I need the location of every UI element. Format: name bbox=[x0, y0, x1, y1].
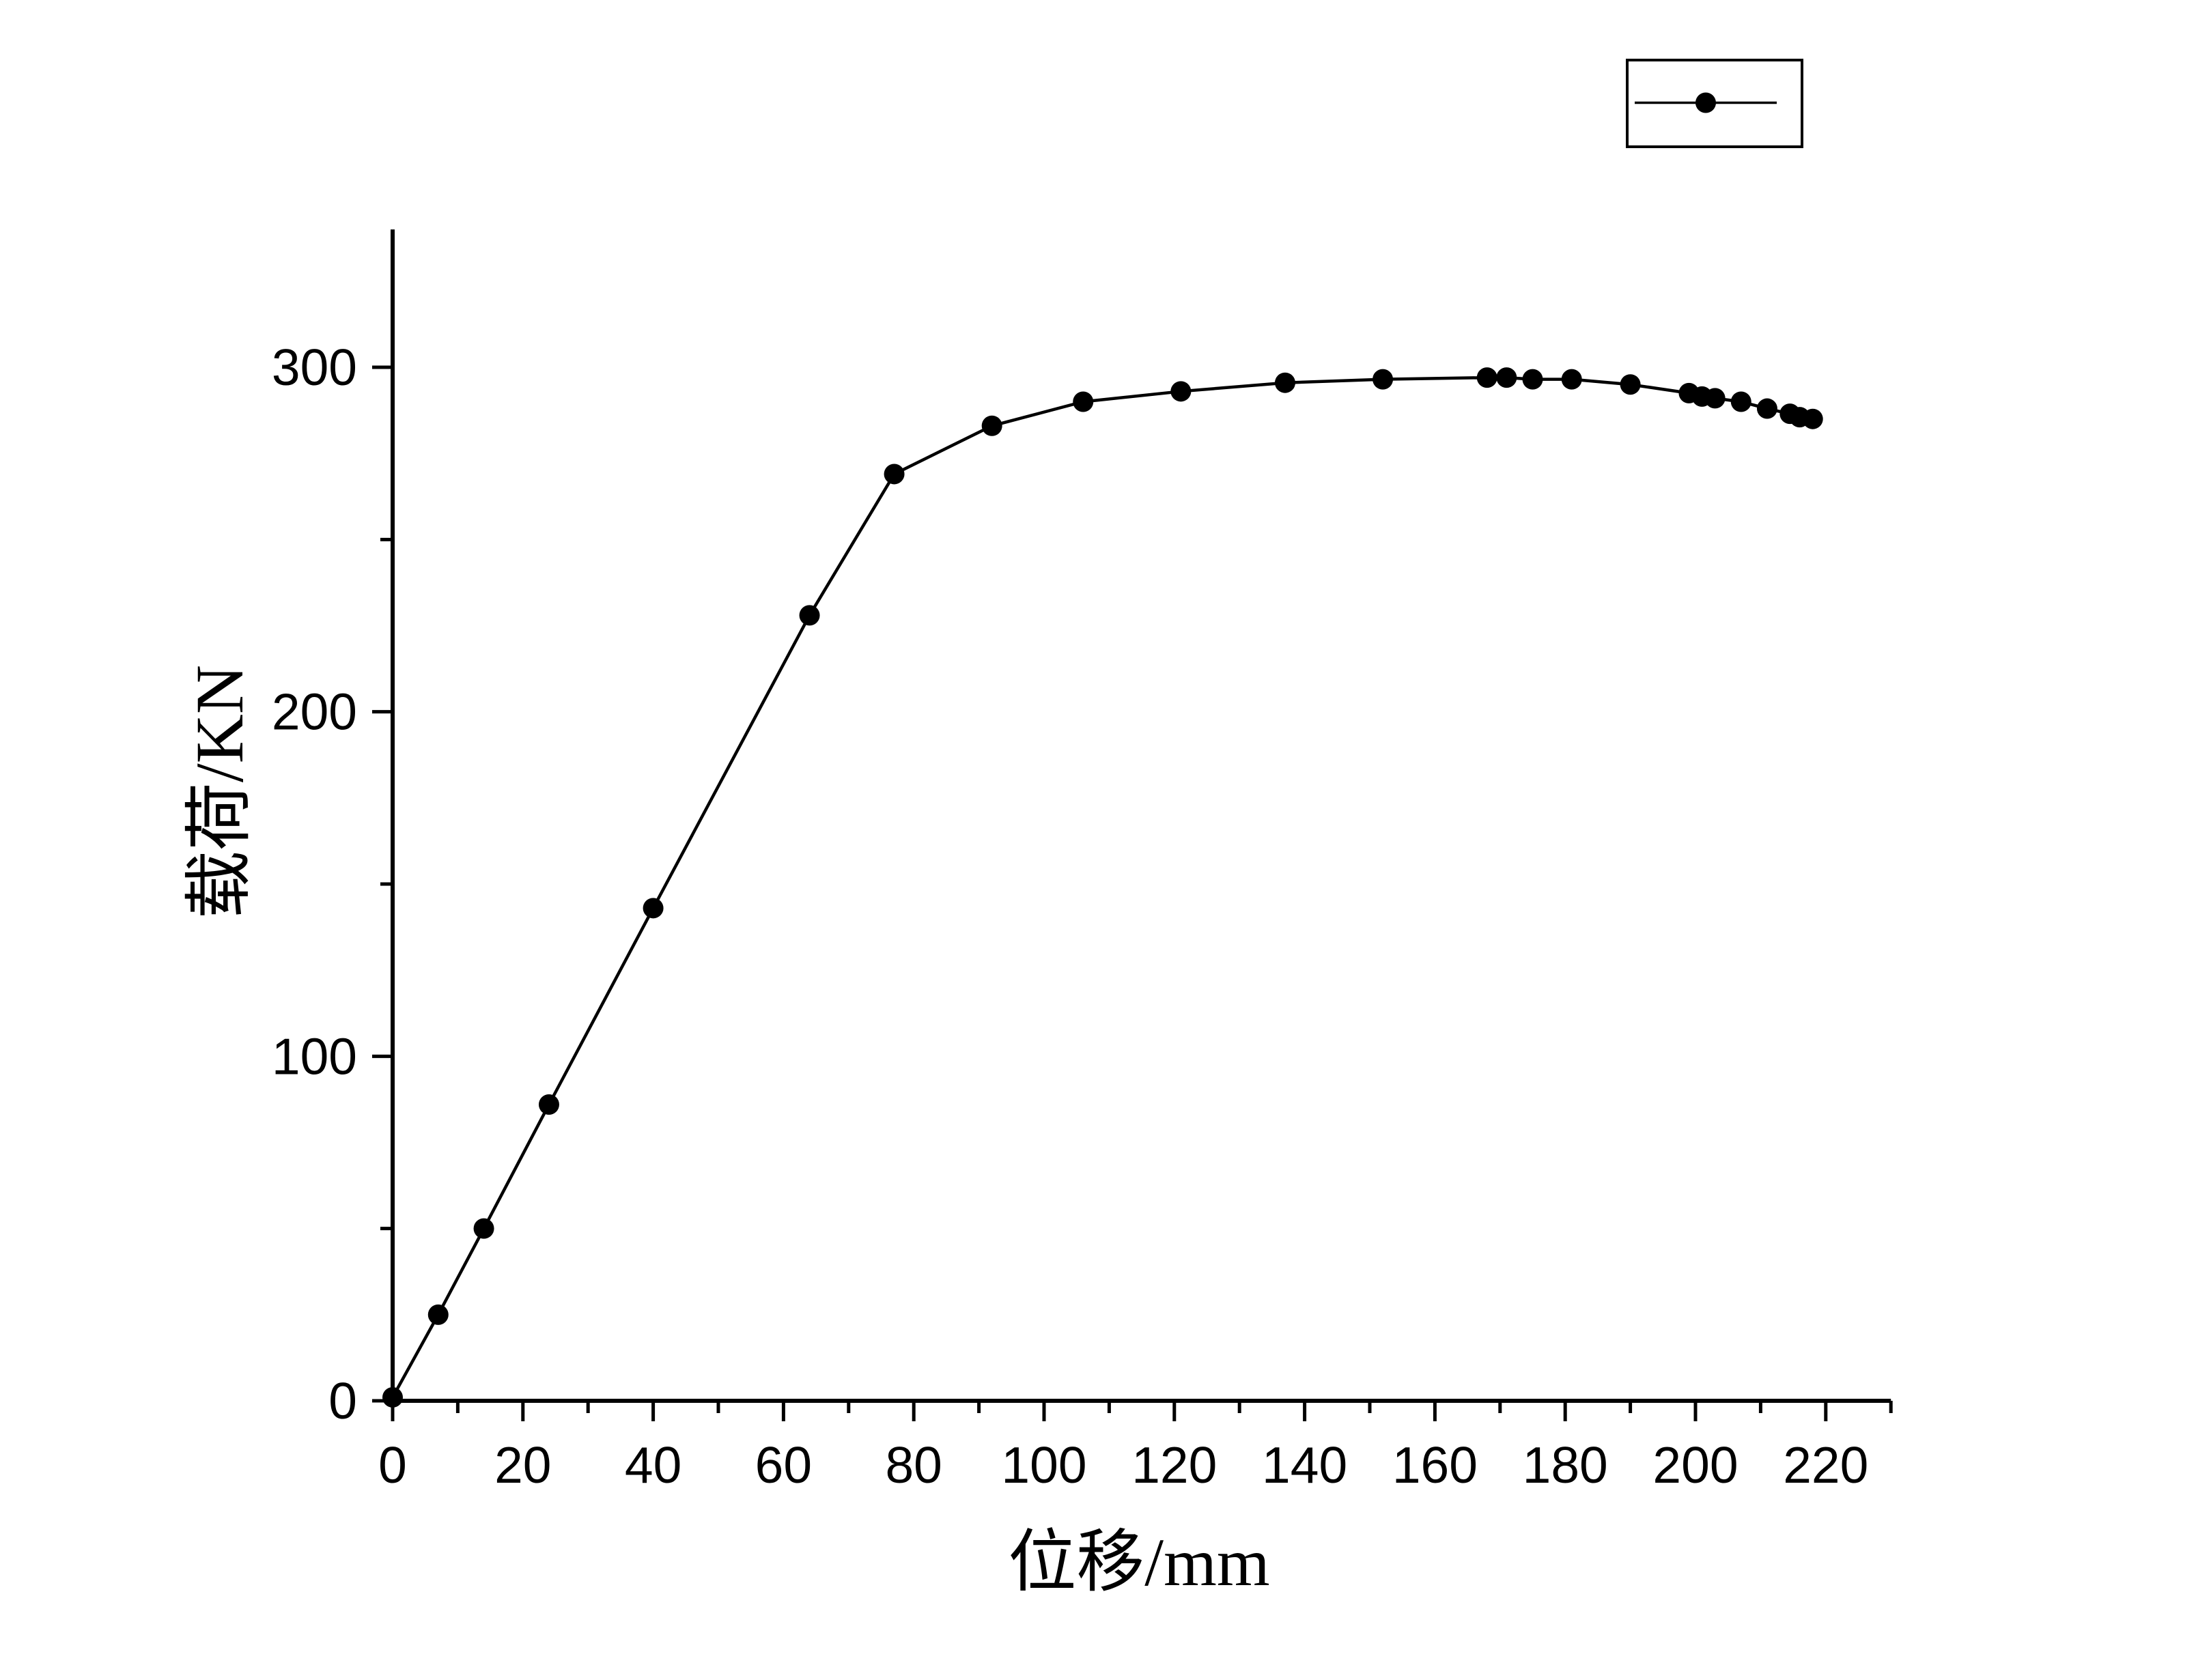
x-tick-label: 120 bbox=[1131, 1436, 1217, 1494]
data-point-marker bbox=[799, 605, 820, 626]
data-point-marker bbox=[1073, 391, 1094, 412]
x-tick-label: 0 bbox=[378, 1436, 407, 1494]
data-point-marker bbox=[1372, 369, 1394, 390]
data-point-marker bbox=[427, 1304, 449, 1325]
data-point-marker bbox=[382, 1386, 403, 1408]
x-tick-label: 180 bbox=[1523, 1436, 1608, 1494]
data-point-marker bbox=[1561, 369, 1582, 390]
data-point-marker bbox=[1522, 369, 1543, 390]
legend-box bbox=[1626, 59, 1803, 148]
data-point-marker bbox=[1476, 367, 1497, 388]
data-series bbox=[382, 367, 1823, 1408]
x-tick-label: 140 bbox=[1262, 1436, 1347, 1494]
data-point-marker bbox=[1274, 372, 1295, 393]
axes: 0 20 40 60 80 100 120 140 160 180 200 220 0 100 200 300 bbox=[272, 229, 1893, 1494]
y-tick-label: 100 bbox=[272, 1027, 357, 1085]
y-axis-title: 载荷/KN bbox=[182, 665, 257, 919]
x-axis-title: 位移/mm bbox=[1008, 1524, 1269, 1600]
data-point-marker bbox=[1730, 391, 1751, 412]
x-tick-label: 80 bbox=[885, 1436, 942, 1494]
data-point-marker bbox=[1620, 374, 1641, 395]
x-tick-label: 40 bbox=[625, 1436, 681, 1494]
x-tick-label: 20 bbox=[494, 1436, 551, 1494]
legend-marker-icon bbox=[1695, 92, 1716, 113]
data-point-marker bbox=[884, 464, 905, 485]
x-tick-label: 60 bbox=[755, 1436, 812, 1494]
data-point-marker bbox=[643, 898, 664, 919]
data-point-marker bbox=[1756, 398, 1777, 419]
x-tick-label: 160 bbox=[1392, 1436, 1478, 1494]
y-tick-label: 200 bbox=[272, 683, 357, 741]
axis-lines bbox=[391, 229, 1891, 1403]
data-point-marker bbox=[473, 1218, 494, 1239]
data-point-marker bbox=[538, 1094, 559, 1115]
data-point-marker bbox=[1704, 388, 1726, 409]
data-point-marker bbox=[1802, 408, 1823, 429]
y-tick-label: 300 bbox=[272, 339, 357, 396]
data-point-marker bbox=[1170, 381, 1192, 402]
y-tick-label: 0 bbox=[328, 1372, 357, 1429]
data-point-marker bbox=[1496, 367, 1517, 388]
x-tick-label: 100 bbox=[1001, 1436, 1086, 1494]
x-tick-label: 200 bbox=[1652, 1436, 1738, 1494]
x-tick-label: 220 bbox=[1783, 1436, 1868, 1494]
data-point-marker bbox=[981, 415, 1002, 436]
series-line bbox=[391, 375, 1814, 1399]
